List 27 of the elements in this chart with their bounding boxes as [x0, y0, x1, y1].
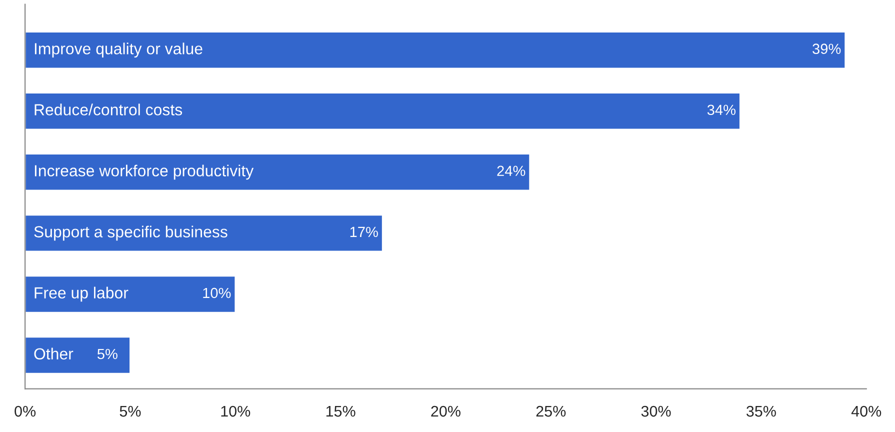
x-tick-label: 20%	[431, 406, 460, 417]
x-tick-label: 15%	[326, 406, 356, 417]
bar	[25, 92, 741, 130]
y-tick-label: Improve quality or value	[34, 42, 202, 58]
data-label: 10%	[203, 288, 231, 298]
y-tick-label: Increase workforce productivity	[34, 164, 254, 180]
data-label: 5%	[97, 348, 118, 360]
data-label: 39%	[812, 44, 841, 54]
bar	[25, 31, 846, 70]
bar	[25, 214, 384, 252]
y-tick-label: Reduce/control costs	[34, 104, 182, 116]
x-tick-label: 35%	[746, 406, 776, 417]
x-tick-label: 40%	[851, 406, 882, 417]
data-label: 17%	[350, 226, 378, 238]
x-tick-label: 30%	[641, 406, 671, 417]
y-tick-label: Other	[34, 348, 74, 360]
y-tick-label: Support a specific business	[34, 226, 228, 241]
bar	[25, 336, 131, 374]
data-label: 34%	[707, 104, 736, 116]
x-tick-label: 10%	[221, 406, 250, 417]
y-tick-label: Free up labor	[34, 286, 128, 302]
data-label: 24%	[497, 166, 526, 176]
x-tick-label: 5%	[120, 406, 141, 417]
x-tick-label: 25%	[536, 406, 566, 417]
bar	[25, 275, 236, 314]
x-tick-label: 0%	[14, 406, 36, 417]
bar	[25, 153, 531, 192]
